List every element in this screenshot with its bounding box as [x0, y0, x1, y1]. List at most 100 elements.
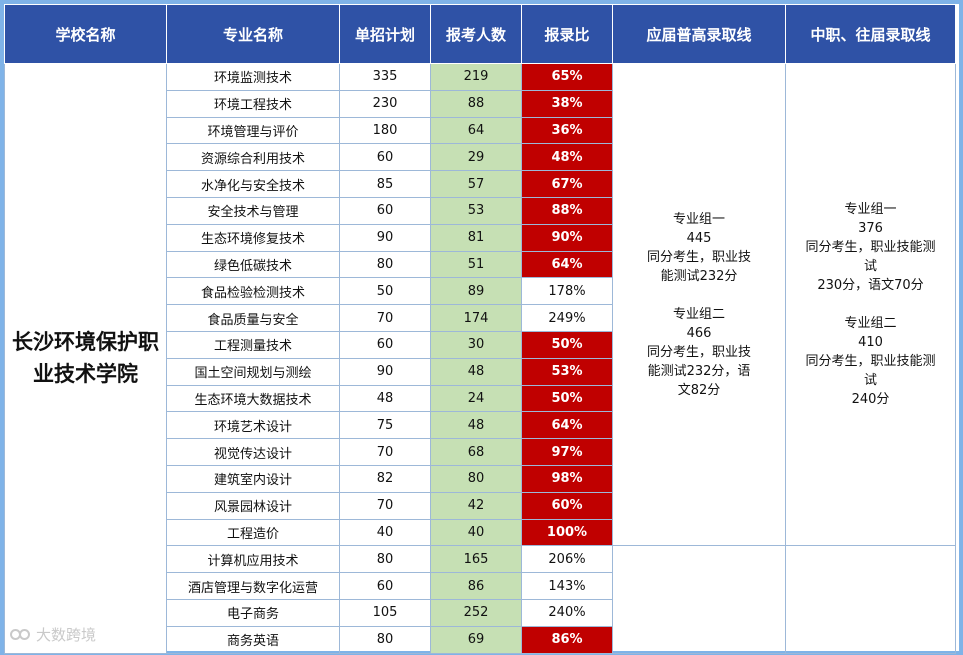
major-name: 食品检验检测技术	[166, 277, 340, 306]
major-name: 国土空间规划与测绘	[166, 357, 340, 386]
applicant-count: 88	[430, 89, 522, 118]
major-name: 生态环境大数据技术	[166, 384, 340, 413]
major-name: 建筑室内设计	[166, 464, 340, 493]
plan-count: 50	[339, 277, 431, 306]
table-row: 环境艺术设计 75 48 64%	[5, 411, 956, 440]
header-school: 学校名称	[4, 4, 167, 64]
major-name: 安全技术与管理	[166, 196, 340, 225]
ratio-value: 98%	[521, 464, 613, 493]
major-name: 环境管理与评价	[166, 116, 340, 145]
major-name: 商务英语	[166, 625, 340, 654]
gaokao-group1-score: 445	[686, 230, 712, 246]
ratio-value: 53%	[521, 357, 613, 386]
plan-count: 70	[339, 304, 431, 332]
plan-count: 82	[339, 464, 431, 493]
watermark: 大数跨境	[10, 624, 96, 645]
vocational-group1-tie-a: 同分考生，职业技能测试	[805, 240, 936, 275]
vocational-group1-tie-b: 230分，语文70分	[817, 278, 924, 294]
ratio-value: 38%	[521, 89, 613, 118]
table-row: 工程测量技术 60 30 50%	[5, 330, 956, 359]
table-row: 安全技术与管理 60 53 88%	[5, 196, 956, 225]
major-name: 绿色低碳技术	[166, 250, 340, 279]
major-name: 工程测量技术	[166, 330, 340, 359]
major-name: 环境工程技术	[166, 89, 340, 118]
plan-count: 60	[339, 572, 431, 600]
ratio-value: 90%	[521, 223, 613, 252]
ratio-value: 50%	[521, 330, 613, 359]
plan-count: 335	[339, 63, 431, 91]
major-name: 环境艺术设计	[166, 411, 340, 440]
applicant-count: 68	[430, 438, 522, 466]
major-name: 计算机应用技术	[166, 545, 340, 574]
table-row: 工程造价 40 40 100%	[5, 518, 956, 547]
plan-count: 60	[339, 196, 431, 225]
applicant-count: 219	[430, 63, 522, 91]
gaokao-cutoff-note: 专业组一 445 同分考生，职业技 能测试232分 专业组二 466 同分考生，职业技 能测试…	[612, 62, 786, 547]
gaokao-group2-tie-c: 文82分	[677, 382, 721, 398]
plan-count: 75	[339, 411, 431, 440]
applicant-count: 40	[430, 518, 522, 547]
major-name: 工程造价	[166, 518, 340, 547]
gaokao-group2-tie-a: 同分考生，职业技	[646, 344, 751, 360]
applicant-count: 42	[430, 491, 522, 520]
applicant-count: 29	[430, 143, 522, 172]
ratio-value: 100%	[521, 518, 613, 547]
ratio-value: 249%	[521, 304, 613, 332]
applicant-count: 81	[430, 223, 522, 252]
table-row: 生态环境大数据技术 48 24 50%	[5, 384, 956, 413]
ratio-value: 97%	[521, 438, 613, 466]
ratio-value: 206%	[521, 545, 613, 574]
vocational-group2-tie-b: 240分	[851, 392, 890, 408]
table-row: 环境管理与评价 180 64 36%	[5, 116, 956, 145]
applicant-count: 174	[430, 304, 522, 332]
watermark-logo-icon	[10, 628, 32, 642]
plan-count: 60	[339, 143, 431, 172]
vocational-group1-score: 376	[858, 221, 883, 237]
applicant-count: 86	[430, 572, 522, 600]
plan-count: 70	[339, 438, 431, 466]
major-name: 视觉传达设计	[166, 438, 340, 466]
plan-count: 80	[339, 545, 431, 574]
ratio-value: 178%	[521, 277, 613, 306]
major-name: 水净化与安全技术	[166, 170, 340, 198]
ratio-value: 50%	[521, 384, 613, 413]
plan-count: 105	[339, 598, 431, 627]
ratio-value: 86%	[521, 625, 613, 654]
ratio-value: 88%	[521, 196, 613, 225]
plan-count: 80	[339, 625, 431, 654]
plan-count: 80	[339, 250, 431, 279]
header-major: 专业名称	[166, 4, 340, 64]
admission-table: 学校名称 专业名称 单招计划 报考人数 报录比 应届普高录取线 中职、往届录取线…	[4, 4, 956, 654]
table-row: 计算机应用技术 80 165 206%	[5, 545, 956, 654]
major-name: 电子商务	[166, 598, 340, 627]
table-row: 国土空间规划与测绘 90 48 53%	[5, 357, 956, 386]
ratio-value: 64%	[521, 250, 613, 279]
applicant-count: 48	[430, 357, 522, 386]
applicant-count: 64	[430, 116, 522, 145]
vocational-cutoff-blank	[785, 545, 956, 654]
gaokao-group1-title: 专业组一	[672, 211, 725, 227]
plan-count: 180	[339, 116, 431, 145]
header-plan: 单招计划	[339, 4, 431, 64]
ratio-value: 64%	[521, 411, 613, 440]
ratio-value: 65%	[521, 63, 613, 91]
plan-count: 90	[339, 223, 431, 252]
table-row: 电子商务 105 252 240%	[5, 598, 956, 627]
ratio-value: 48%	[521, 143, 613, 172]
major-name: 生态环境修复技术	[166, 223, 340, 252]
applicant-count: 57	[430, 170, 522, 198]
major-name: 风景园林设计	[166, 491, 340, 520]
header-row: 学校名称 专业名称 单招计划 报考人数 报录比 应届普高录取线 中职、往届录取线	[4, 4, 956, 64]
header-ratio: 报录比	[521, 4, 613, 64]
table-row: 生态环境修复技术 90 81 90%	[5, 223, 956, 252]
header-applicants: 报考人数	[430, 4, 522, 64]
applicant-count: 24	[430, 384, 522, 413]
applicant-count: 51	[430, 250, 522, 279]
plan-count: 85	[339, 170, 431, 198]
applicant-count: 252	[430, 598, 522, 627]
gaokao-group2-title: 专业组二	[672, 306, 725, 322]
major-name: 酒店管理与数字化运营	[166, 572, 340, 600]
applicant-count: 30	[430, 330, 522, 359]
major-name: 环境监测技术	[166, 63, 340, 91]
gaokao-group1-tie-b: 能测试232分	[660, 268, 738, 284]
